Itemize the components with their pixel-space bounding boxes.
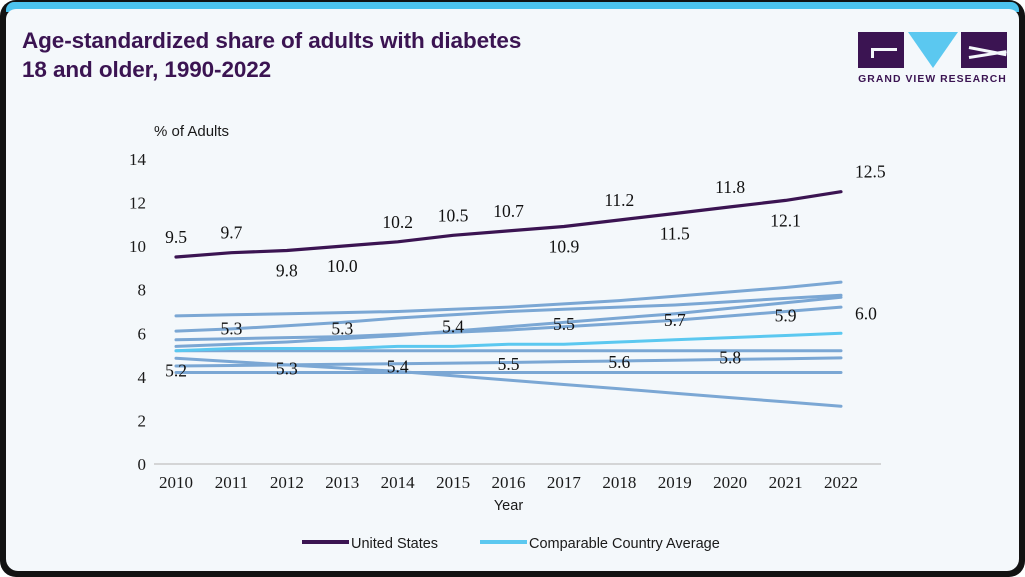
x-axis-tick-label: 2013 [325,473,359,492]
data-label: 5.5 [498,354,520,374]
series-line-3 [174,280,843,318]
data-label: 9.8 [276,261,298,281]
data-label: 9.7 [220,223,242,243]
grand-view-research-logo: GRAND VIEW RESEARCH [855,32,1010,88]
x-axis-tick-label: 2016 [492,473,526,492]
data-label: 9.5 [165,227,187,247]
data-label: 10.2 [382,212,413,232]
data-label: 5.3 [331,319,353,339]
series-line-6 [174,295,843,348]
data-label: 6.0 [855,303,877,323]
data-label: 5.8 [719,348,741,368]
logo-wordmark: GRAND VIEW RESEARCH [858,74,1007,85]
x-axis-tick-label: 2012 [270,473,304,492]
data-label: 5.4 [442,316,464,336]
y-axis-tick-label: 2 [138,411,147,430]
series-line-1 [174,190,843,259]
y-axis-tick-label: 12 [129,194,146,213]
data-label: 5.7 [664,310,686,330]
x-axis-tick-label: 2021 [769,473,803,492]
x-axis-tick-label: 2020 [713,473,747,492]
x-axis-tick-label: 2010 [159,473,193,492]
data-label: 10.5 [438,205,469,225]
y-axis-tick-label: 14 [129,150,147,169]
page-title-line-2: 18 and older, 1990-2022 [22,57,272,82]
data-label: 10.7 [493,201,524,221]
y-axis-tick-label: 0 [138,455,147,474]
data-label: 12.1 [770,210,801,230]
series-line-5 [174,305,843,342]
data-label: 5.3 [220,319,242,339]
data-label: 5.9 [775,305,797,325]
data-label: 5.4 [387,356,409,376]
logo-mark [855,32,1010,68]
x-axis-tick-label: 2015 [436,473,470,492]
chart-area: 0 2 4 6 8 10 12 14 % of Adults 2010 2011 2012 2013 20… [6,109,1019,569]
y-axis-tick-label: 6 [138,324,147,343]
y-axis-tick-label: 8 [138,281,147,300]
data-label: 10.0 [327,256,358,276]
y-axis-tick-label: 10 [129,237,146,256]
data-label: 12.5 [855,162,886,182]
x-axis-tick-label: 2018 [602,473,636,492]
data-label: 11.5 [660,223,690,243]
logo-letter-r-icon [961,32,1007,68]
page-title: Age-standardized share of adults with di… [22,26,662,84]
x-axis-tick-label: 2011 [215,473,248,492]
data-label: 5.3 [276,359,298,379]
series-line-10 [174,356,843,408]
data-label: 11.8 [715,177,745,197]
y-axis-title: % of Adults [154,123,229,140]
data-label: 11.2 [604,190,634,210]
y-axis-tick-label: 4 [138,368,147,387]
top-accent-bar [6,2,1019,12]
series-line-2 [174,331,843,353]
x-axis-tick-label: 2019 [658,473,692,492]
data-label: 10.9 [549,237,580,257]
data-label: 5.5 [553,314,575,334]
legend-label-2: Comparable Country Average [529,536,720,552]
x-axis-tick-label: 2022 [824,473,858,492]
x-axis-title: Year [494,498,523,514]
data-label: 5.6 [608,352,630,372]
line-chart: 0 2 4 6 8 10 12 14 % of Adults 2010 2011 2012 2013 20… [129,123,886,552]
chart-card: Age-standardized share of adults with di… [6,9,1019,571]
data-label: 5.2 [165,361,187,381]
logo-letter-g-icon [858,32,904,68]
x-axis-tick-label: 2014 [381,473,416,492]
legend-label-1: United States [351,536,438,552]
page-title-line-1: Age-standardized share of adults with di… [22,28,522,53]
x-axis-tick-label: 2017 [547,473,582,492]
logo-letter-v-icon [908,32,958,68]
series-line-4 [174,293,843,333]
